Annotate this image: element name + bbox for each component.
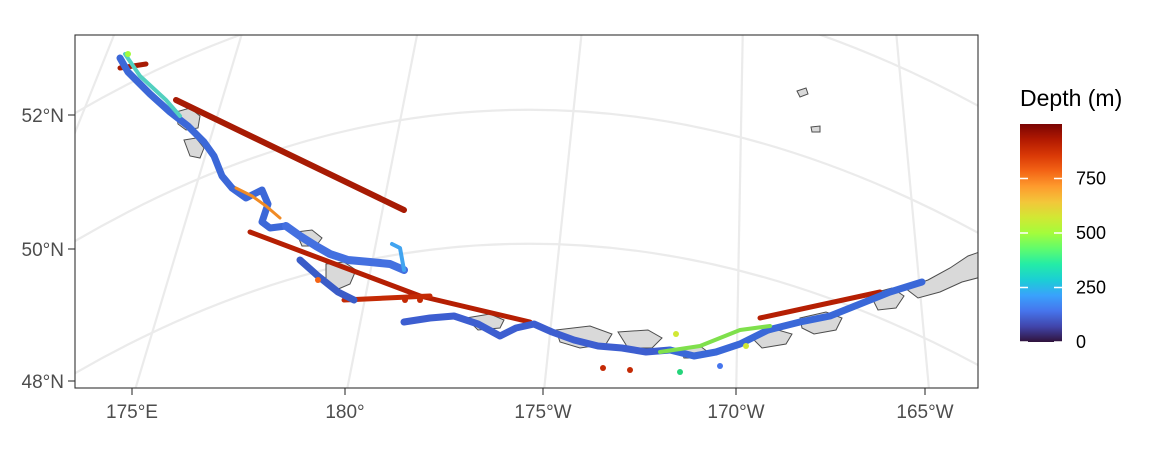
graticule-meridian-180	[346, 35, 419, 388]
track-deep-transect-mid	[341, 293, 433, 303]
island-agattu	[183, 137, 205, 159]
x-tick-label: 175°W	[514, 402, 571, 423]
track-survey-west	[116, 54, 290, 232]
survey-tracks	[116, 51, 926, 375]
track-point	[315, 277, 321, 283]
track-point	[417, 297, 423, 303]
track-deep-transect-east	[757, 289, 883, 321]
alaska-peninsula	[903, 251, 978, 299]
legend-tick-label: 0	[1076, 332, 1086, 352]
legend-tick-label: 750	[1076, 169, 1106, 189]
y-tick-label: 50°N	[22, 240, 64, 261]
island-pribilof-1	[796, 87, 809, 98]
track-survey-amchitka	[296, 256, 358, 304]
track-deep-transect-north	[173, 97, 407, 213]
track-point	[627, 367, 633, 373]
x-axis: 175°E 180° 175°W 170°W 165°W	[106, 388, 954, 423]
legend-tick-label: 500	[1076, 223, 1106, 243]
track-survey-east	[666, 278, 926, 360]
island-pribilof-2	[810, 125, 821, 133]
graticule-meridian-165w	[895, 35, 930, 388]
graticule-meridian-180e-edge	[75, 35, 116, 136]
graticule-parallel-48n	[75, 242, 978, 375]
track-point	[600, 365, 606, 371]
track-point	[402, 297, 408, 303]
legend-title: Depth (m)	[1020, 85, 1122, 111]
track-points	[125, 51, 749, 375]
track-survey-kiska	[282, 222, 408, 274]
graticule-parallel-52n	[75, 35, 978, 115]
graticule-meridian-175e	[134, 35, 243, 388]
graticule	[75, 35, 978, 388]
track-survey-shallow-east	[658, 324, 772, 354]
graticule-parallel-50n	[75, 108, 978, 243]
y-axis: 52°N 50°N 48°N	[22, 106, 75, 393]
track-survey-north-loop	[390, 242, 406, 272]
graticule-meridian-170w	[735, 35, 744, 388]
y-tick-label: 52°N	[22, 106, 64, 127]
legend-ticks: 0 250 500 750	[1020, 169, 1106, 352]
graticule-meridian-175w	[543, 35, 583, 388]
track-survey-slope	[234, 186, 282, 220]
panel-background	[75, 35, 978, 388]
track-point	[677, 369, 683, 375]
track-survey-shallow-west	[123, 52, 182, 118]
x-tick-label: 170°W	[707, 402, 764, 423]
track-point	[673, 331, 679, 337]
x-tick-label: 165°W	[896, 402, 953, 423]
track-survey-central	[400, 312, 674, 356]
y-tick-label: 48°N	[22, 372, 64, 393]
legend-tick-label: 250	[1076, 278, 1106, 298]
track-point	[125, 51, 131, 57]
depth-legend: Depth (m) 0 250 500 750	[1020, 85, 1122, 352]
track-point	[743, 343, 749, 349]
x-tick-label: 180°	[325, 402, 364, 423]
x-tick-label: 175°E	[106, 402, 158, 423]
track-point	[717, 363, 723, 369]
panel-border	[74, 34, 979, 389]
map-panel	[74, 34, 979, 389]
